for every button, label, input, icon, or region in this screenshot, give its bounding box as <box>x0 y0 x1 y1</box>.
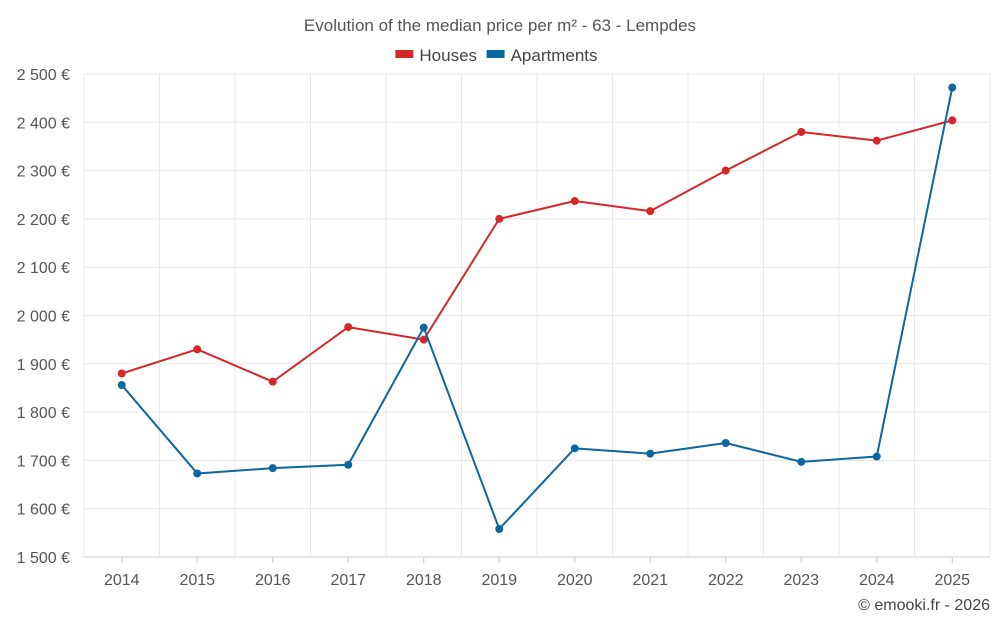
data-point[interactable] <box>495 524 504 533</box>
y-tick-label: 1 500 € <box>17 550 70 567</box>
data-point[interactable] <box>117 369 126 378</box>
x-tick-label: 2018 <box>406 572 442 589</box>
y-tick-label: 2 100 € <box>17 260 70 277</box>
legend-label: Apartments <box>511 46 598 65</box>
x-tick-label: 2014 <box>104 572 140 589</box>
y-tick-label: 2 000 € <box>17 309 70 326</box>
legend-swatch <box>486 50 505 58</box>
x-tick-label: 2019 <box>481 572 517 589</box>
data-point[interactable] <box>344 460 353 469</box>
grid <box>83 73 991 558</box>
legend-item-houses[interactable]: Houses <box>395 46 477 65</box>
y-tick-label: 2 200 € <box>17 212 70 229</box>
x-tick-label: 2024 <box>859 572 895 589</box>
x-axis: 2014 2015 2016 2017 2018 2019 2020 2021 2022 2023… <box>84 556 990 589</box>
y-tick-label: 2 500 € <box>17 67 70 84</box>
x-tick-label: 2020 <box>557 572 593 589</box>
data-point[interactable] <box>872 452 881 461</box>
y-tick-label: 1 900 € <box>17 357 70 374</box>
data-point[interactable] <box>419 335 428 344</box>
data-point[interactable] <box>268 464 277 473</box>
data-point[interactable] <box>268 377 277 386</box>
x-tick-label: 2025 <box>934 572 970 589</box>
data-point[interactable] <box>646 207 655 216</box>
data-point[interactable] <box>117 381 126 390</box>
data-point[interactable] <box>495 214 504 223</box>
legend-item-apartments[interactable]: Apartments <box>486 46 598 65</box>
x-tick-label: 2023 <box>783 572 819 589</box>
data-point[interactable] <box>797 457 806 466</box>
data-point[interactable] <box>570 444 579 453</box>
data-point[interactable] <box>344 323 353 332</box>
x-tick-label: 2016 <box>255 572 291 589</box>
data-point[interactable] <box>872 136 881 145</box>
data-point[interactable] <box>721 439 730 448</box>
chart-title: Evolution of the median price per m² - 6… <box>304 16 696 35</box>
series-line <box>121 119 953 383</box>
legend-label: Houses <box>419 46 477 65</box>
data-point[interactable] <box>193 345 202 354</box>
y-axis: 1 500 € 1 600 € 1 700 € 1 800 € 1 900 € 2 000… <box>17 67 70 567</box>
credit-text: © emooki.fr - 2026 <box>858 597 990 614</box>
legend-swatch <box>395 50 414 58</box>
y-tick-label: 1 700 € <box>17 453 70 470</box>
legend[interactable]: Houses Apartments <box>395 46 598 65</box>
y-tick-label: 1 800 € <box>17 405 70 422</box>
data-point[interactable] <box>646 449 655 458</box>
series-layer <box>117 83 957 533</box>
y-tick-label: 2 400 € <box>17 115 70 132</box>
y-tick-label: 2 300 € <box>17 164 70 181</box>
data-point[interactable] <box>419 323 428 332</box>
x-tick-label: 2017 <box>330 572 366 589</box>
series-line <box>120 87 954 530</box>
x-tick-label: 2021 <box>632 572 668 589</box>
data-point[interactable] <box>797 127 806 136</box>
x-tick-label: 2022 <box>708 572 744 589</box>
data-point[interactable] <box>721 166 730 175</box>
data-point[interactable] <box>193 469 202 478</box>
series-houses <box>117 116 957 386</box>
data-point[interactable] <box>948 83 957 92</box>
data-point[interactable] <box>570 197 579 206</box>
y-tick-label: 1 600 € <box>17 502 70 519</box>
x-tick-label: 2015 <box>179 572 215 589</box>
data-point[interactable] <box>948 116 957 125</box>
series-apartments <box>117 83 957 533</box>
